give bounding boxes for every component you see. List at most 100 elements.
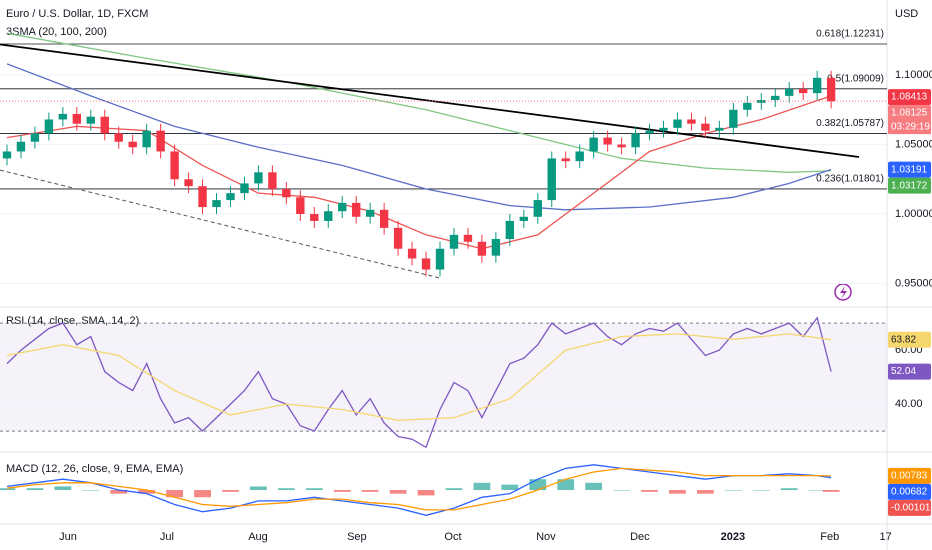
chart-title: Euro / U.S. Dollar, 1D, FXCM <box>6 8 148 20</box>
histogram-bar <box>110 490 128 494</box>
histogram-bar <box>557 479 575 491</box>
histogram-bar <box>389 490 407 494</box>
x-tick-label: Dec <box>630 531 650 543</box>
candle-body <box>519 216 529 221</box>
price-tag <box>888 467 931 484</box>
price-tag <box>888 105 931 122</box>
candle-body <box>617 144 626 148</box>
fib-label: 0.236(1.01801) <box>816 174 884 185</box>
x-tick-label: Feb <box>820 531 839 543</box>
histogram-bar <box>82 490 100 491</box>
candle-body <box>701 123 710 131</box>
price-tag <box>888 483 931 500</box>
price-tag-label: 1.08125 <box>891 108 928 119</box>
candle-body <box>268 172 277 189</box>
candle-body <box>212 200 221 208</box>
candle-body <box>379 209 389 228</box>
histogram-bar <box>361 490 379 492</box>
x-tick-label: Jul <box>160 531 174 543</box>
x-tick-label: 17 <box>879 531 891 543</box>
candle-body <box>324 211 333 221</box>
trend-line <box>0 169 441 279</box>
price-tag-label: -0.00101 <box>891 503 931 514</box>
candle-body <box>798 88 808 94</box>
candle-body <box>589 137 598 152</box>
histogram-bar <box>333 490 351 492</box>
series-line <box>6 316 832 449</box>
candle-body <box>156 130 165 152</box>
candle-body <box>100 116 109 134</box>
histogram-bar <box>222 490 239 492</box>
price-tag <box>888 89 931 106</box>
price-tag-label: 52.04 <box>891 366 916 377</box>
currency-label: USD <box>895 8 918 20</box>
price-tag <box>888 363 931 380</box>
candle-body <box>449 234 459 249</box>
series-line <box>6 333 832 421</box>
histogram-bar <box>194 490 211 498</box>
histogram-bar <box>585 482 603 491</box>
histogram-bar <box>417 490 435 496</box>
histogram-bar <box>724 490 742 491</box>
series-line <box>6 464 832 516</box>
x-tick-label: Aug <box>248 531 268 543</box>
candle-body <box>114 133 123 142</box>
price-tag <box>888 499 931 516</box>
candle-body <box>16 141 26 152</box>
y-tick-label: 1.00000 <box>895 208 932 220</box>
histogram-bar <box>613 490 630 491</box>
price-tag-label: 0.00783 <box>891 471 928 482</box>
x-tick-label: Nov <box>536 531 556 543</box>
candle-body <box>687 119 696 124</box>
price-tag-label: 1.03172 <box>891 180 928 191</box>
candle-body <box>826 77 836 102</box>
candle-body <box>198 186 207 208</box>
histogram-bar <box>250 486 267 491</box>
candle-body <box>603 137 612 145</box>
histogram-bar <box>277 488 295 491</box>
candle-body <box>631 133 640 148</box>
candle-body <box>407 248 417 259</box>
candle-body <box>184 179 193 187</box>
histogram-bar <box>752 490 770 491</box>
candle-body <box>30 133 40 142</box>
histogram-bar <box>445 488 463 491</box>
candle-body <box>645 130 654 134</box>
candle-body <box>86 116 95 124</box>
series-line <box>6 32 832 173</box>
rsi-band <box>0 323 887 432</box>
candle-body <box>44 119 54 134</box>
price-tag <box>888 177 931 194</box>
candle-body <box>463 234 473 242</box>
candle-body <box>226 193 235 201</box>
candle-body <box>254 172 263 184</box>
candle-body <box>785 88 794 96</box>
alert-circle[interactable] <box>834 283 852 301</box>
histogram-bar <box>529 479 547 491</box>
rsi-title: RSI (14, close, SMA, 14, 2) <box>6 315 139 327</box>
x-tick-label: Sep <box>347 531 367 543</box>
candle-body <box>421 258 431 270</box>
x-tick-label: 2023 <box>721 531 745 543</box>
candle-body <box>128 141 137 148</box>
candle-body <box>282 188 291 198</box>
price-tag-label: 1.08413 <box>891 92 928 103</box>
candle-body <box>505 220 515 239</box>
candle-body <box>547 158 556 201</box>
candle-body <box>659 127 668 131</box>
candle-body <box>393 227 403 249</box>
alert-bolt[interactable] <box>840 286 847 299</box>
histogram-bar <box>808 490 826 491</box>
histogram-bar <box>0 488 16 491</box>
candle-body <box>533 200 542 217</box>
alert-icon[interactable] <box>834 283 852 301</box>
candle-body <box>743 102 752 110</box>
indicator-label: 3SMA (20, 100, 200) <box>6 26 107 38</box>
histogram-bar <box>780 488 798 491</box>
candle-body <box>142 130 151 148</box>
series-line <box>6 63 832 211</box>
candle-body <box>310 213 319 221</box>
x-tick-label: Oct <box>444 531 461 543</box>
